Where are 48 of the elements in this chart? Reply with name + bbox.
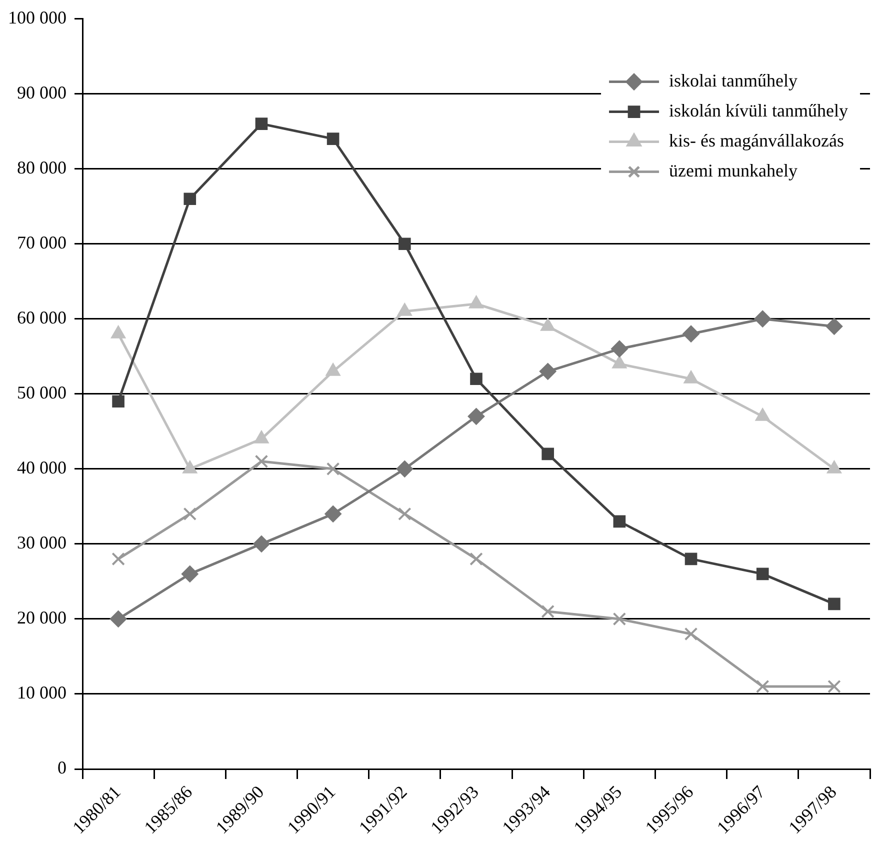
point [255, 118, 268, 130]
y-tick-label: 100 000 [8, 8, 66, 28]
point [682, 325, 700, 342]
legend-label: üzemi munkahely [669, 160, 798, 181]
point [470, 372, 482, 386]
y-tick-label: 0 [58, 758, 66, 778]
point [396, 460, 414, 478]
point [112, 395, 124, 408]
y-tick-label: 30 000 [17, 532, 66, 553]
point [470, 552, 483, 566]
point [684, 552, 698, 566]
y-tick-label: 80 000 [17, 158, 66, 178]
point [183, 507, 197, 521]
point [398, 507, 412, 521]
legend-label: iskolai tanműhely [669, 70, 798, 91]
y-tick-label: 20 000 [17, 608, 66, 628]
point [756, 568, 769, 580]
point [828, 680, 841, 694]
point [181, 565, 198, 582]
point [324, 505, 342, 522]
point [398, 238, 411, 250]
point [110, 610, 127, 628]
point [326, 132, 340, 145]
legend-label: iskolán kívüli tanműhely [669, 100, 848, 121]
point [252, 535, 270, 552]
point [754, 310, 772, 328]
point [539, 362, 556, 380]
point [612, 612, 626, 626]
y-tick-label: 70 000 [17, 232, 66, 253]
point [112, 552, 125, 566]
point [828, 598, 840, 610]
y-tick-label: 90 000 [17, 82, 66, 103]
point [684, 627, 698, 641]
point [184, 192, 196, 206]
point [613, 515, 626, 528]
legend-label: kis- és magánvállakozás [669, 130, 844, 151]
point [541, 604, 554, 618]
y-tick-label: 60 000 [17, 308, 66, 328]
point [610, 340, 628, 358]
y-tick-label: 40 000 [17, 458, 66, 478]
point [542, 448, 554, 460]
point [756, 680, 770, 694]
point [826, 318, 843, 335]
point [468, 408, 485, 425]
point [254, 454, 268, 468]
y-tick-label: 10 000 [17, 682, 66, 703]
point [326, 462, 340, 476]
y-tick-label: 50 000 [17, 382, 66, 403]
